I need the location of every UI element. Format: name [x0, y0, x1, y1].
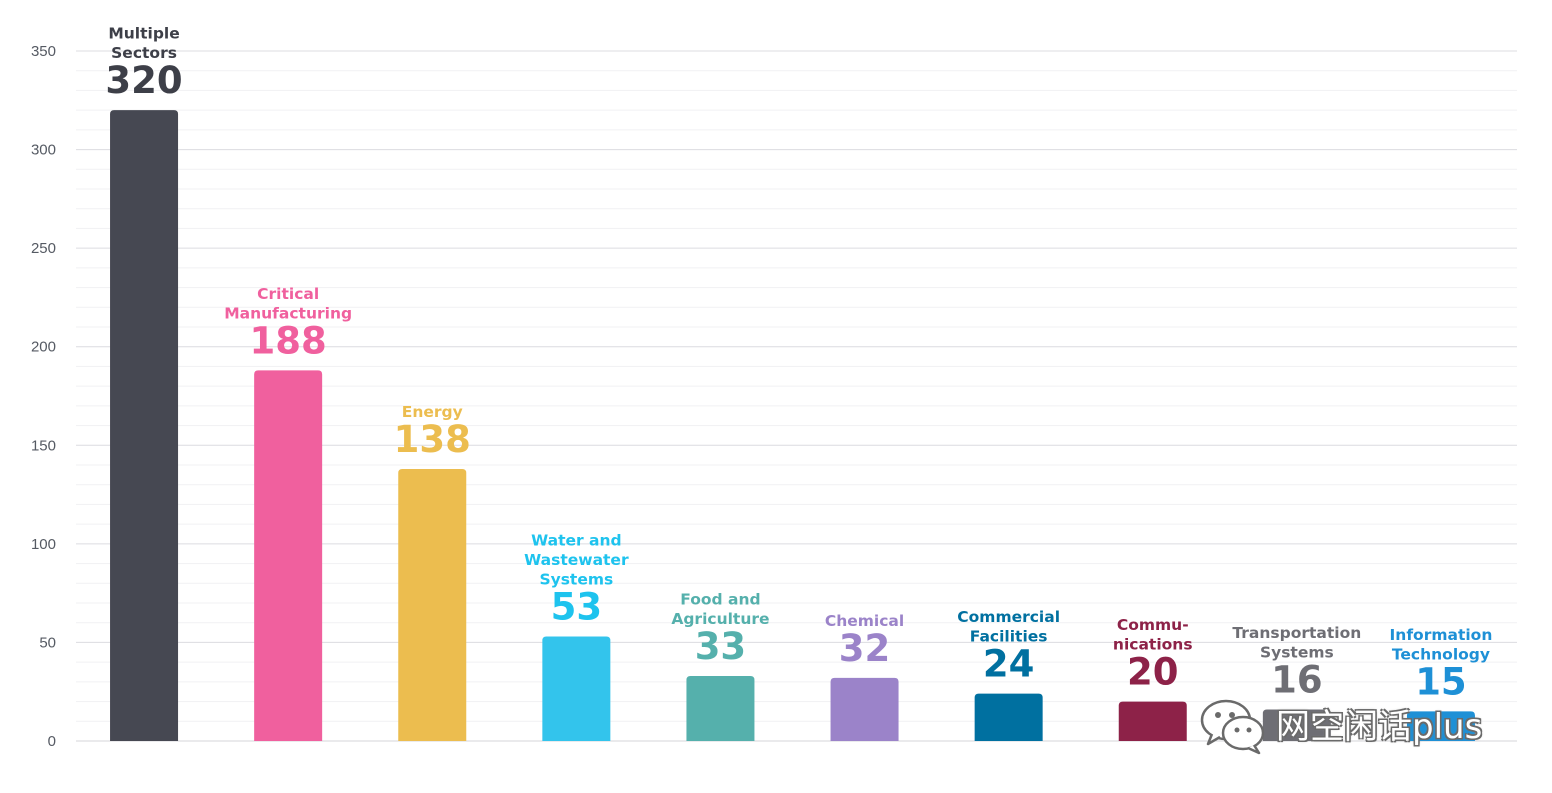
y-axis-ticks: 0 50 100 150 200 250 300 350	[31, 43, 56, 750]
bars	[110, 110, 1475, 741]
y-tick-label: 0	[48, 733, 56, 750]
y-tick-label: 350	[31, 43, 56, 60]
bar-value-label: 33	[695, 625, 747, 668]
bar-category-label: Manufacturing	[224, 304, 352, 322]
bar-category-label: Information	[1390, 626, 1493, 644]
bar-category-label: Wastewater	[524, 551, 629, 569]
bar-value-label: 53	[551, 586, 603, 629]
bar	[542, 636, 611, 741]
bar-value-label: 320	[105, 59, 182, 102]
y-tick-label: 100	[31, 536, 56, 553]
watermark: 网空闲话plus	[1196, 696, 1516, 756]
bar-value-label: 15	[1415, 660, 1467, 703]
bar	[398, 468, 467, 741]
bar	[254, 370, 323, 741]
bar	[110, 110, 179, 741]
bar-category-label: Multiple	[108, 25, 179, 43]
bar-category-label: Chemical	[825, 612, 904, 630]
bar	[830, 677, 899, 741]
y-tick-label: 250	[31, 240, 56, 257]
bar-category-label: nications	[1113, 636, 1193, 654]
bar-category-label: Technology	[1392, 645, 1490, 663]
bar-value-label: 24	[983, 643, 1035, 686]
bar-value-label: 138	[394, 418, 471, 461]
watermark-text: 网空闲话plus	[1276, 707, 1483, 747]
bar-value-label: 32	[839, 627, 891, 670]
bar	[1406, 711, 1475, 741]
bar-value-label: 188	[250, 319, 327, 362]
bar	[974, 693, 1043, 741]
y-tick-label: 300	[31, 142, 56, 159]
bar-value-label: 20	[1127, 651, 1179, 694]
y-tick-label: 200	[31, 339, 56, 356]
bar-value-label: 16	[1271, 658, 1323, 701]
bar-category-label: Sectors	[111, 44, 177, 62]
y-tick-label: 50	[39, 634, 56, 651]
y-tick-label: 150	[31, 437, 56, 454]
bar-category-label: Transportation	[1232, 624, 1361, 642]
bar-category-label: Commu-	[1117, 616, 1189, 634]
bar	[1262, 709, 1331, 741]
bar-category-label: Systems	[1260, 643, 1334, 661]
bar-category-label: Commercial	[957, 608, 1060, 626]
bar-category-label: Water and	[531, 532, 622, 550]
bar-category-label: Systems	[539, 571, 613, 589]
bar-category-label: Critical	[257, 285, 319, 303]
bar-category-label: Food and	[680, 590, 760, 608]
wechat-icon	[1200, 699, 1265, 755]
bar	[686, 675, 755, 741]
bar	[1118, 701, 1187, 741]
bar-category-label: Energy	[402, 403, 463, 421]
bar-category-label: Facilities	[970, 628, 1048, 646]
bar-category-label: Agriculture	[671, 610, 769, 628]
